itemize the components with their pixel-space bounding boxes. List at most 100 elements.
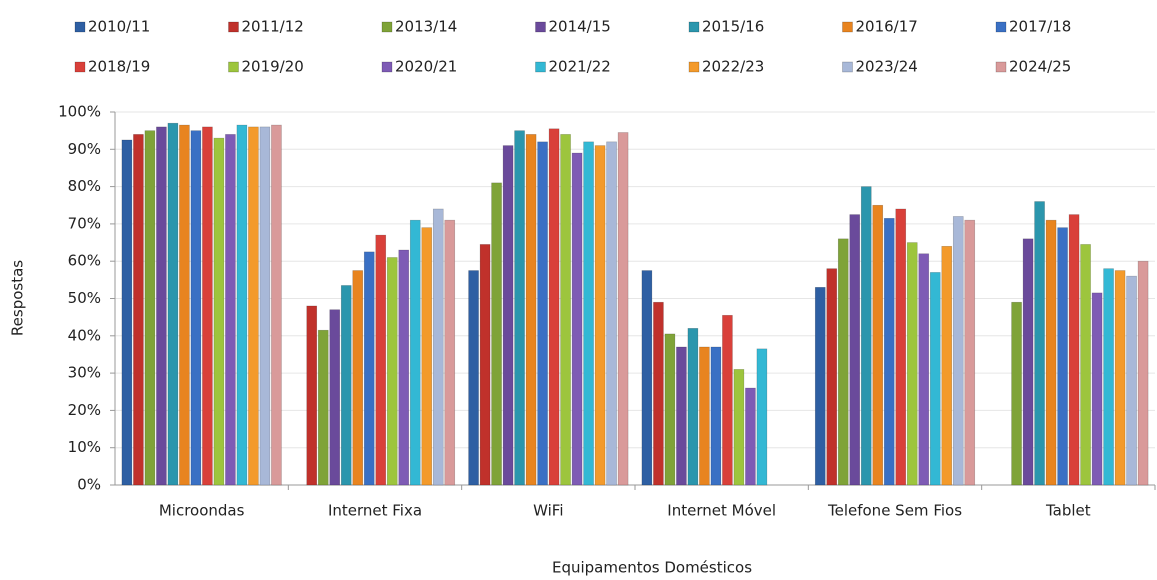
y-axis-title: Respostas [9, 260, 27, 336]
bar [248, 126, 259, 486]
legend-swatch [842, 21, 853, 33]
bar [190, 130, 202, 486]
y-tick-label: 0% [77, 476, 101, 494]
bar [1011, 301, 1022, 486]
x-tick-label: Microondas [159, 502, 245, 520]
legend-label: 2020/21 [395, 58, 457, 76]
bar [941, 245, 953, 486]
legend-label: 2014/15 [549, 18, 611, 36]
bar [236, 124, 248, 486]
bar [352, 270, 364, 486]
bar [179, 124, 190, 486]
bar [617, 132, 629, 486]
bar [491, 182, 502, 486]
bar [1034, 201, 1045, 486]
bar [1103, 268, 1114, 486]
x-tick-label: Tablet [1045, 502, 1091, 520]
bar [1114, 270, 1126, 486]
y-tick-label: 100% [58, 103, 101, 121]
legend-swatch [228, 61, 239, 73]
bar [375, 234, 387, 486]
bar [699, 346, 710, 486]
bar [583, 141, 594, 486]
bar [525, 134, 537, 486]
bar [363, 251, 375, 486]
bar [964, 219, 976, 486]
bar [271, 124, 282, 486]
bar [606, 141, 617, 486]
legend-swatch [228, 21, 239, 33]
bar [1057, 227, 1068, 486]
y-tick-label: 20% [68, 401, 101, 419]
bar [421, 227, 433, 486]
bar [906, 242, 918, 486]
legend-label: 2019/20 [242, 58, 304, 76]
bar [722, 314, 733, 486]
bar [1091, 292, 1103, 486]
bar [1126, 275, 1137, 486]
x-tick-label: Telefone Sem Fios [827, 502, 962, 520]
legend-swatch [535, 61, 546, 73]
bar [409, 219, 421, 486]
legend-label: 2017/18 [1009, 18, 1071, 36]
bar [167, 122, 179, 486]
legend-label: 2015/16 [702, 18, 764, 36]
bar [918, 253, 930, 486]
legend-label: 2018/19 [88, 58, 150, 76]
bar [860, 186, 872, 486]
legend-label: 2022/23 [702, 58, 764, 76]
bar [653, 301, 664, 486]
bar [502, 145, 514, 486]
legend-label: 2023/24 [856, 58, 918, 76]
legend-swatch [688, 21, 700, 33]
bar [952, 216, 964, 486]
bar [1080, 244, 1091, 486]
legend-swatch [381, 61, 393, 73]
bar [202, 126, 213, 486]
bar [156, 126, 167, 486]
y-tick-label: 50% [68, 289, 101, 307]
bar [548, 128, 560, 486]
legend-label: 2021/22 [549, 58, 611, 76]
x-axis-title: Equipamentos Domésticos [552, 559, 752, 577]
legend-swatch [995, 21, 1007, 33]
legend-label: 2013/14 [395, 18, 457, 36]
bar [1137, 260, 1149, 486]
bar [676, 346, 687, 486]
bar [144, 130, 156, 486]
bar [745, 387, 756, 486]
y-tick-label: 70% [68, 214, 101, 232]
bar [895, 208, 907, 486]
bar [687, 328, 699, 486]
bar [329, 309, 341, 486]
bar [1022, 238, 1034, 486]
bar [479, 244, 491, 486]
legend-swatch [535, 21, 546, 33]
bar [1068, 214, 1080, 486]
x-tick-label: Internet Móvel [667, 502, 776, 520]
legend-swatch [688, 61, 700, 73]
bar [849, 214, 861, 486]
legend-swatch [381, 21, 393, 33]
bar [641, 270, 653, 486]
bar [398, 249, 410, 486]
bar [432, 208, 444, 486]
x-tick-label: Internet Fixa [328, 502, 422, 520]
bar [225, 134, 236, 486]
legend-label: 2010/11 [88, 18, 150, 36]
y-tick-label: 10% [68, 438, 101, 456]
bar [733, 369, 745, 486]
legend-label: 2011/12 [242, 18, 304, 36]
bar [883, 218, 895, 486]
bar [386, 257, 398, 486]
bar [594, 145, 606, 486]
legend-swatch [74, 61, 86, 73]
legend-swatch [995, 61, 1007, 73]
bar [514, 130, 525, 486]
bar [259, 126, 271, 486]
y-tick-label: 60% [68, 252, 101, 270]
bar [468, 270, 479, 486]
bar [537, 141, 548, 486]
bar [756, 348, 768, 486]
